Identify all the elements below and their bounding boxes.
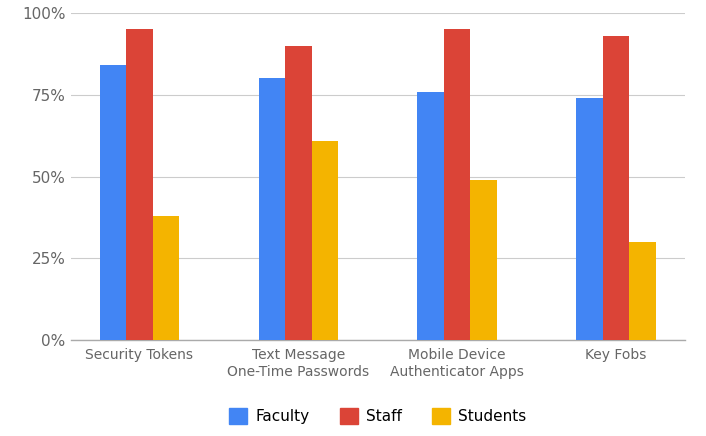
Bar — [470, 180, 497, 340]
Bar — [285, 46, 311, 340]
Legend: Faculty, Staff, Students: Faculty, Staff, Students — [223, 402, 532, 430]
Bar — [126, 30, 152, 340]
Bar — [100, 65, 126, 340]
Bar — [576, 98, 603, 340]
Bar — [603, 36, 629, 340]
Bar — [311, 141, 338, 340]
Bar — [152, 216, 179, 340]
Bar — [629, 242, 656, 340]
Bar — [258, 78, 285, 340]
Bar — [417, 92, 444, 340]
Bar — [444, 30, 470, 340]
